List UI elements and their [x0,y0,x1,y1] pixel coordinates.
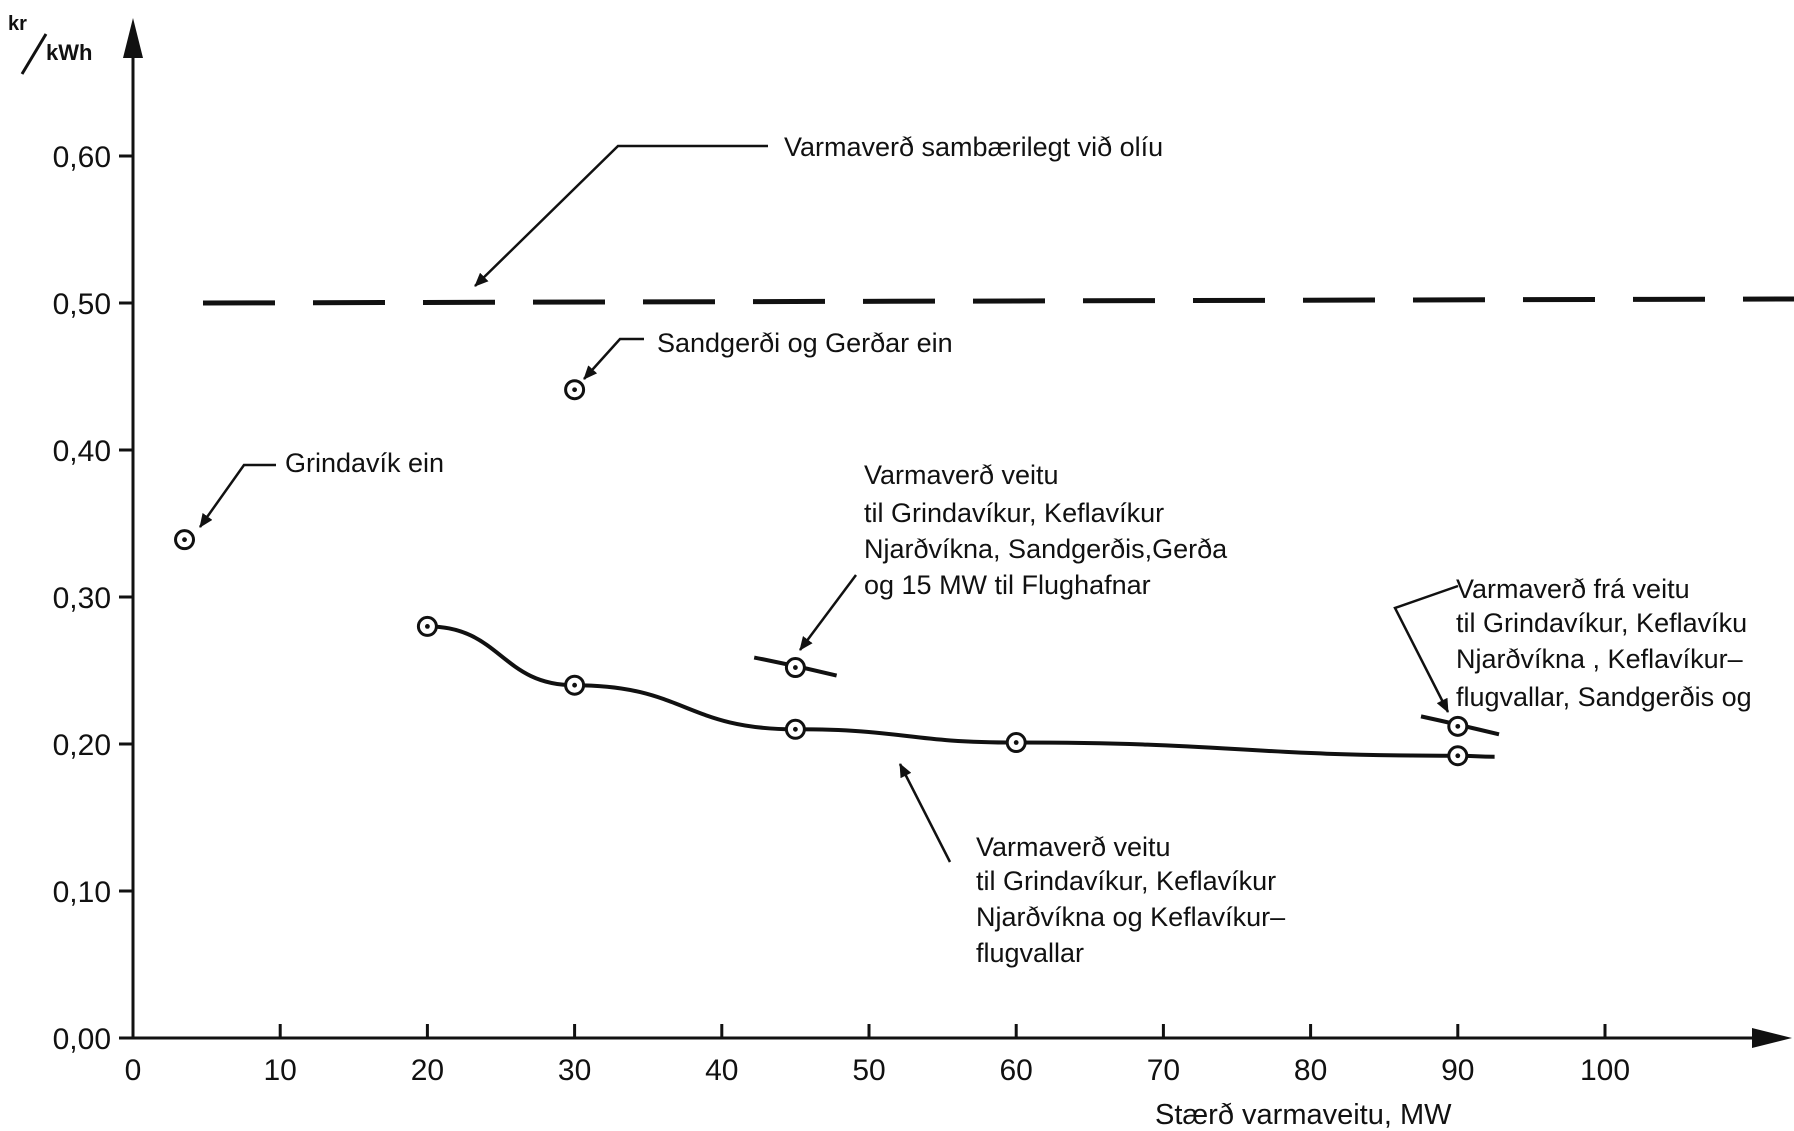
x-tick-label: 100 [1580,1054,1630,1087]
y-tick-label: 0,30 [53,582,111,615]
y-ticks: 0,00 0,10 0,20 0,30 0,40 0,50 0,60 [53,141,133,1056]
x-tick-label: 60 [1000,1054,1033,1087]
annotation-leaders [198,144,1459,863]
data-point-center [425,624,430,629]
x-tick-label: 10 [264,1054,297,1087]
leader-sandgerdi [583,337,644,380]
x-tick-label: 30 [558,1054,591,1087]
y-unit-numerator: kr [8,13,27,35]
y-unit-denominator: kWh [46,40,92,65]
oil-reference-line [202,296,1794,306]
y-tick-label: 0,50 [53,288,111,321]
x-tick-label: 40 [705,1054,738,1087]
data-point-center [182,537,187,543]
x-tick-label: 20 [411,1054,444,1087]
y-tick-label: 0,00 [53,1023,111,1056]
note-grindavik: Grindavík ein [285,448,444,478]
x-tick-label: 50 [852,1054,885,1087]
leader-grindavik [198,463,276,528]
data-point-center [1013,740,1019,745]
data-point-center [793,665,798,670]
leader-fra-veitu [1393,584,1459,713]
series-line [427,624,1495,759]
note-oil: Varmaverð sambærilegt við olíu [784,132,1163,162]
x-tick-label: 70 [1147,1054,1180,1087]
data-point-center [793,726,798,732]
y-tick-label: 0,60 [53,141,111,174]
y-unit-slash [20,33,48,75]
data-point-center [1455,723,1461,729]
x-axis-title: Stærð varmaveitu, MW [1155,1099,1452,1131]
data-point-center [572,387,577,393]
y-axis-arrow-icon [123,18,143,58]
leader-15mw [798,574,858,651]
note-main-curve: Varmaverð veitu til Grindavíkur, Keflaví… [976,832,1293,968]
y-tick-label: 0,20 [53,729,111,762]
x-axis-arrow-icon [1752,1028,1792,1048]
leader-oil [474,144,768,287]
x-tick-label: 0 [125,1054,142,1087]
note-15mw: Varmaverð veitu til Grindavíkur, Keflaví… [864,460,1235,600]
y-tick-label: 0,10 [53,876,111,909]
x-ticks: 0 10 20 30 40 50 60 70 80 90 100 [125,1024,1630,1087]
data-point-center [1455,753,1461,759]
data-point-center [572,682,577,688]
leader-main-curve [898,763,952,863]
x-tick-label: 80 [1294,1054,1327,1087]
series-layer [174,379,1500,767]
x-tick-label: 90 [1441,1054,1474,1087]
note-sandgerdi: Sandgerði og Gerðar ein [657,328,953,358]
note-fra-veitu: Varmaverð frá veitu til Grindavíkur, Kef… [1456,574,1755,712]
y-tick-label: 0,40 [53,435,111,468]
